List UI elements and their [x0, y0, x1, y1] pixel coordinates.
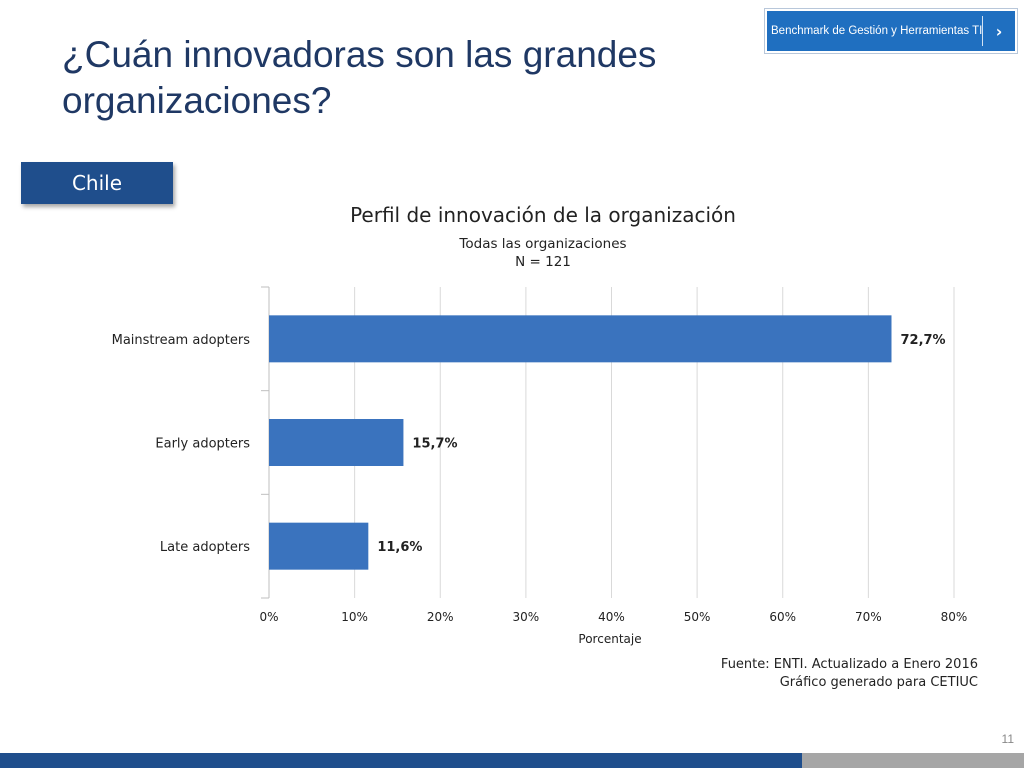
slide-title: ¿Cuán innovadoras son las grandes organi… [62, 34, 657, 121]
bar [269, 419, 404, 466]
x-tick-labels: 0% 10% 20% 30% 40% 50% 60% 70% 80% [259, 610, 967, 624]
category-label: Late adopters [160, 540, 250, 555]
source-line-2: Gráfico generado para CETIUC [779, 675, 978, 690]
x-axis-label: Porcentaje [578, 632, 641, 646]
x-tick-label: 50% [684, 610, 711, 624]
source-note: Fuente: ENTI. Actualizado a Enero 2016 G… [721, 656, 978, 692]
x-tick-label: 0% [259, 610, 278, 624]
category-label: Early adopters [155, 437, 250, 452]
data-label: 11,6% [377, 540, 422, 555]
x-tick-label: 40% [598, 610, 625, 624]
benchmark-button-body[interactable]: Benchmark de Gestión y Herramientas TI › [767, 11, 1015, 51]
chevron-right-icon: › [995, 21, 1003, 41]
data-label: 15,7% [412, 437, 457, 452]
source-line-1: Fuente: ENTI. Actualizado a Enero 2016 [720, 657, 978, 672]
bars: Mainstream adopters 72,7% Early adopters 15… [112, 315, 946, 570]
footer-bar-grey [802, 753, 1024, 768]
country-badge: Chile [21, 162, 173, 204]
chart-sample-size: N = 121 [515, 254, 571, 270]
chart-title: Perfil de innovación de la organización [350, 203, 736, 227]
footer-bar [0, 753, 802, 768]
x-tick-label: 10% [341, 610, 368, 624]
x-tick-label: 80% [941, 610, 968, 624]
bar-chart: Perfil de innovación de la organización … [112, 203, 968, 646]
data-label: 72,7% [900, 333, 945, 348]
page-number: 11 [1001, 732, 1014, 746]
chart-subtitle: Todas las organizaciones [458, 236, 626, 252]
x-tick-label: 70% [855, 610, 882, 624]
category-label: Mainstream adopters [112, 333, 251, 348]
bar [269, 522, 369, 570]
benchmark-divider [982, 16, 984, 46]
x-tick-label: 60% [769, 610, 796, 624]
bar [269, 315, 892, 363]
benchmark-button-label: Benchmark de Gestión y Herramientas TI [771, 25, 983, 37]
benchmark-button[interactable]: Benchmark de Gestión y Herramientas TI › [764, 8, 1018, 54]
x-tick-label: 20% [427, 610, 454, 624]
x-tick-label: 30% [513, 610, 540, 624]
y-axis [261, 286, 270, 599]
